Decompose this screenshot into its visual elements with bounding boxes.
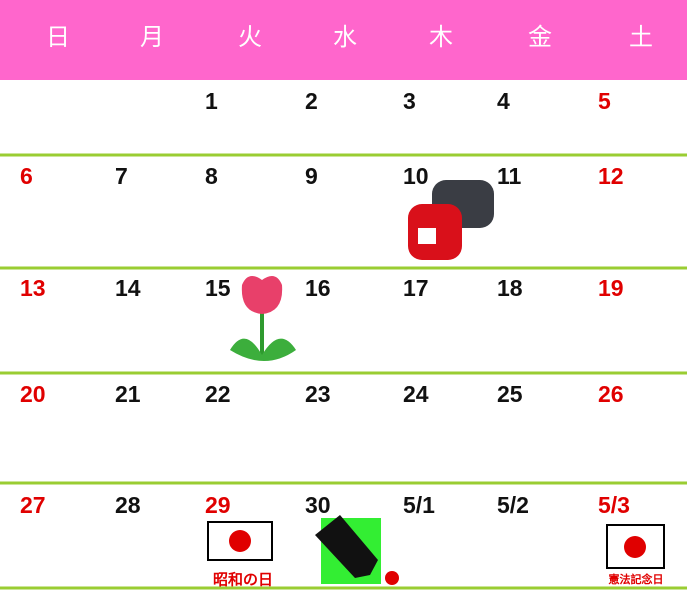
- date: 16: [305, 275, 331, 301]
- date: 6: [20, 163, 33, 189]
- date: 25: [497, 381, 523, 407]
- date: 8: [205, 163, 218, 189]
- date: 5/1: [403, 492, 435, 518]
- weekday-label: 日: [46, 23, 70, 51]
- date: 14: [115, 275, 141, 301]
- date: 1: [205, 88, 218, 114]
- weekday-label: 土: [629, 23, 653, 51]
- backpack-clasp: [418, 228, 436, 244]
- date: 17: [403, 275, 429, 301]
- date: 21: [115, 381, 141, 407]
- date: 19: [598, 275, 624, 301]
- date: 2: [305, 88, 318, 114]
- date: 22: [205, 381, 231, 407]
- calendar-grid: 日月火水木金土1 2 3 4 56 7 8 9 10 11 1213 14 15 16 17 18 1920 21…: [0, 23, 687, 590]
- flag-sun: [229, 530, 251, 552]
- weekday-label: 金: [528, 23, 552, 51]
- glove-dot: [385, 571, 399, 585]
- glove: [315, 515, 378, 578]
- date: 7: [115, 163, 128, 189]
- date: 13: [20, 275, 46, 301]
- weekday-label: 木: [429, 23, 453, 51]
- weekday-label: 月: [140, 23, 164, 51]
- illustrations: [207, 180, 665, 585]
- date: 29: [205, 492, 231, 518]
- weekday-label: 火: [238, 23, 262, 51]
- date: 18: [497, 275, 523, 301]
- date: 23: [305, 381, 331, 407]
- holiday-name: 昭和の日: [213, 571, 273, 589]
- header-band: [0, 0, 687, 80]
- date: 3: [403, 88, 416, 114]
- date: 26: [598, 381, 624, 407]
- tulip-leaves: [230, 338, 296, 361]
- date: 11: [497, 163, 522, 189]
- weekday-label: 水: [333, 23, 357, 51]
- date: 30: [305, 492, 331, 518]
- date: 20: [20, 381, 46, 407]
- date: 4: [497, 88, 510, 114]
- date: 10: [403, 163, 429, 189]
- date: 9: [305, 163, 318, 189]
- date: 28: [115, 492, 141, 518]
- date: 24: [403, 381, 429, 407]
- date: 12: [598, 163, 624, 189]
- date: 15: [205, 275, 231, 301]
- date: 5: [598, 88, 611, 114]
- date: 5/2: [497, 492, 529, 518]
- tulip-flower: [241, 276, 283, 314]
- flag-sun: [624, 536, 646, 558]
- holiday-name: 憲法記念日: [608, 572, 664, 586]
- date: 27: [20, 492, 46, 518]
- date: 5/3: [598, 492, 630, 518]
